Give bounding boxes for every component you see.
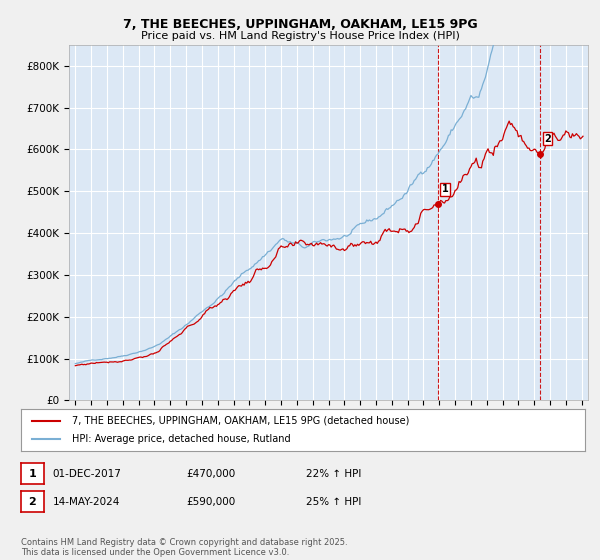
Text: Price paid vs. HM Land Registry's House Price Index (HPI): Price paid vs. HM Land Registry's House …: [140, 31, 460, 41]
Text: 01-DEC-2017: 01-DEC-2017: [53, 469, 122, 479]
Text: £590,000: £590,000: [186, 497, 235, 507]
Text: 1: 1: [442, 184, 449, 194]
Text: 14-MAY-2024: 14-MAY-2024: [53, 497, 120, 507]
Text: 25% ↑ HPI: 25% ↑ HPI: [306, 497, 361, 507]
Text: 7, THE BEECHES, UPPINGHAM, OAKHAM, LE15 9PG: 7, THE BEECHES, UPPINGHAM, OAKHAM, LE15 …: [122, 18, 478, 31]
Text: £470,000: £470,000: [186, 469, 235, 479]
Text: 1: 1: [29, 469, 36, 479]
Text: Contains HM Land Registry data © Crown copyright and database right 2025.
This d: Contains HM Land Registry data © Crown c…: [21, 538, 347, 557]
Text: 7, THE BEECHES, UPPINGHAM, OAKHAM, LE15 9PG (detached house): 7, THE BEECHES, UPPINGHAM, OAKHAM, LE15 …: [72, 416, 409, 426]
Text: 2: 2: [544, 134, 551, 144]
Text: 2: 2: [29, 497, 36, 507]
Text: 22% ↑ HPI: 22% ↑ HPI: [306, 469, 361, 479]
Text: HPI: Average price, detached house, Rutland: HPI: Average price, detached house, Rutl…: [72, 434, 290, 444]
